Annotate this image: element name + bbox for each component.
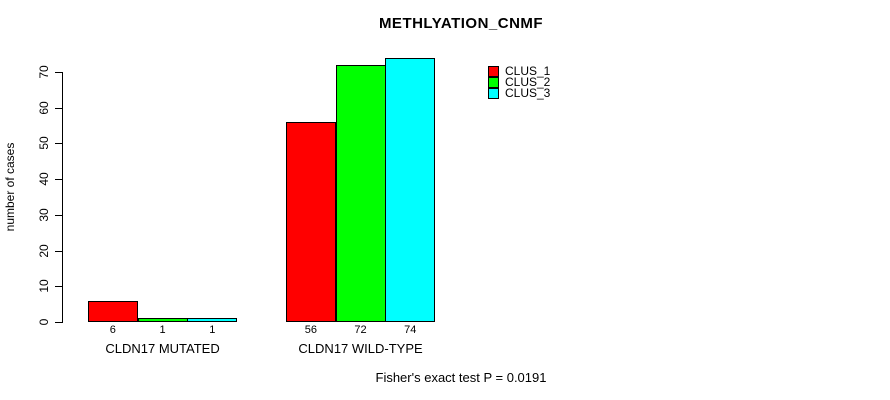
bar-value-label: 56 <box>304 324 317 336</box>
y-tick-label: 60 <box>37 101 51 115</box>
y-tick-label: 70 <box>37 65 51 79</box>
y-axis-line <box>62 72 63 323</box>
y-tick-mark <box>55 286 62 288</box>
bar-clus_2-1 <box>138 318 188 322</box>
y-tick-mark <box>55 72 62 73</box>
bar-clus_1-2 <box>286 122 336 322</box>
legend-label: CLUS_1 <box>505 64 551 78</box>
category-label: CLDN17 WILD-TYPE <box>298 341 423 356</box>
bar-value-label: 1 <box>209 324 216 336</box>
bar-clus_2-2 <box>336 65 386 322</box>
legend-label: CLUS_2 <box>505 75 551 89</box>
legend-swatch-clus_3 <box>488 87 499 99</box>
y-tick-mark <box>55 214 62 216</box>
y-tick-label: 40 <box>37 172 51 186</box>
category-label: CLDN17 MUTATED <box>105 341 220 356</box>
legend-label: CLUS_3 <box>505 86 551 100</box>
bar-value-label: 1 <box>159 324 166 336</box>
y-tick-label: 30 <box>37 208 51 222</box>
bar-clus_3-2 <box>385 58 435 322</box>
bar-clus_3-1 <box>187 318 237 322</box>
legend-item-clus_3: CLUS_3 <box>488 86 551 100</box>
legend-swatch-clus_2 <box>488 76 499 88</box>
y-tick-label: 0 <box>37 318 51 326</box>
y-tick-label: 10 <box>37 279 51 293</box>
y-tick-label: 50 <box>37 136 51 151</box>
y-tick-mark <box>55 107 62 109</box>
y-tick-mark <box>55 322 62 323</box>
bar-value-label: 74 <box>404 324 417 336</box>
chart-title: METHLYATION_CNMF <box>378 15 544 32</box>
y-tick-label: 20 <box>37 243 51 258</box>
fisher-test-annotation: Fisher's exact test P = 0.0191 <box>375 370 547 385</box>
y-tick-mark <box>55 143 62 145</box>
legend-item-clus_2: CLUS_2 <box>488 75 551 89</box>
bar-value-label: 72 <box>354 324 367 336</box>
legend-swatch-clus_1 <box>488 65 499 77</box>
legend: CLUS_1 CLUS_2 CLUS_3 <box>488 64 551 100</box>
bar-value-label: 6 <box>109 324 116 336</box>
y-tick-mark <box>55 179 62 181</box>
bar-clus_1-1 <box>88 301 138 322</box>
legend-item-clus_1: CLUS_1 <box>488 64 551 78</box>
y-axis-label: number of cases <box>3 142 17 232</box>
y-tick-mark <box>55 250 62 252</box>
